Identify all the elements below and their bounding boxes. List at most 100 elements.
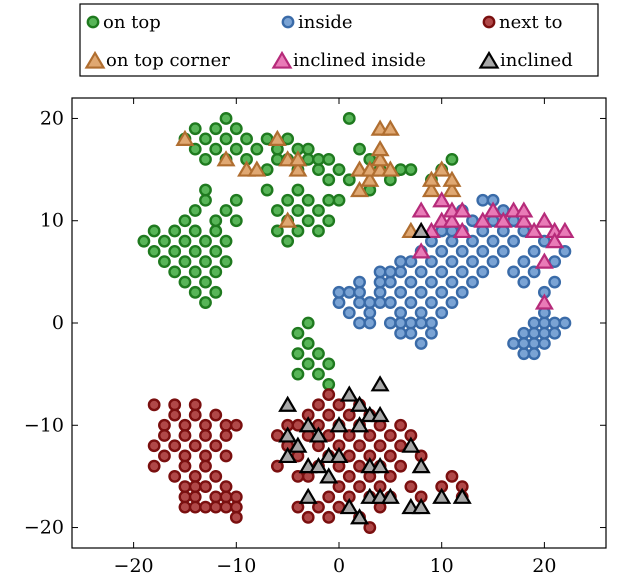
data-point-inclined-inside [432, 191, 452, 208]
legend-marker [281, 15, 295, 29]
data-point-inside [425, 326, 438, 340]
data-point-next-to [147, 398, 161, 412]
data-point-on-top [240, 132, 253, 146]
data-point-inclined [319, 467, 339, 484]
data-point-inclined [380, 487, 400, 504]
data-point-inclined-inside [534, 293, 554, 310]
data-point-next-to [178, 429, 192, 442]
data-point-on-top [168, 224, 182, 238]
data-point-inclined-inside [473, 211, 493, 228]
data-point-inside [466, 234, 479, 248]
data-point-inside [373, 285, 387, 299]
data-point-next-to [394, 459, 408, 473]
data-point-inside [363, 296, 377, 309]
data-point-next-to [168, 439, 182, 453]
data-point-next-to [291, 500, 305, 514]
data-point-next-to [209, 408, 223, 422]
data-point-next-to [168, 408, 182, 422]
data-point-on-top-corner [360, 170, 380, 187]
data-point-inside [394, 316, 408, 330]
data-point-inside [404, 316, 418, 330]
data-point-inclined [370, 457, 390, 474]
data-point-on-top [342, 173, 356, 187]
data-point-on-top [322, 357, 336, 371]
data-point-inside [394, 285, 408, 299]
data-point-inclined [278, 426, 298, 443]
data-point-inclined [329, 416, 349, 433]
data-point-next-to [188, 490, 202, 504]
data-point-on-top [188, 122, 202, 136]
x-tick-label: 20 [532, 555, 556, 577]
data-point-next-to [322, 388, 336, 401]
legend-item-on-top: on top [86, 12, 161, 33]
data-point-on-top [291, 326, 305, 340]
data-point-on-top [281, 193, 295, 207]
data-point-next-to [219, 418, 233, 432]
data-point-inside [425, 255, 438, 269]
data-point-inside [548, 326, 562, 340]
legend-marker [482, 15, 496, 29]
data-point-inside [445, 275, 459, 289]
data-point-next-to [158, 418, 171, 432]
data-point-next-to [312, 398, 325, 412]
data-point-on-top [332, 163, 346, 176]
data-point-inclined [298, 487, 318, 504]
data-point-next-to [219, 449, 233, 463]
data-point-next-to [322, 490, 336, 504]
data-point-inside [486, 234, 500, 248]
data-point-on-top [147, 224, 161, 238]
data-point-on-top [168, 245, 182, 258]
data-point-inside [332, 296, 346, 309]
data-point-on-top [199, 152, 212, 166]
data-point-inclined-inside [411, 242, 431, 259]
data-point-next-to [199, 449, 212, 463]
data-point-next-to [188, 398, 202, 412]
data-point-next-to [219, 490, 233, 504]
data-point-inside [466, 275, 479, 289]
data-point-inside [486, 255, 500, 269]
data-point-next-to [209, 490, 223, 504]
data-point-on-top [353, 142, 366, 156]
data-point-inside [455, 285, 469, 299]
data-point-next-to [168, 398, 182, 412]
data-point-on-top [219, 204, 233, 217]
data-point-on-top [322, 173, 336, 187]
data-point-on-top [332, 193, 346, 207]
data-point-inclined [452, 487, 472, 504]
data-point-inside [373, 296, 387, 309]
data-point-inside [383, 275, 397, 289]
legend-item-inclined: inclined [478, 50, 573, 71]
data-point-inside [414, 306, 428, 320]
data-point-on-top [291, 204, 305, 217]
data-point-on-top [158, 234, 171, 248]
data-point-inside [373, 265, 387, 279]
data-point-on-top [312, 163, 325, 176]
data-point-inclined [350, 416, 370, 433]
data-point-next-to [199, 418, 212, 432]
data-point-inclined-inside [411, 201, 431, 218]
series-next-to [147, 388, 469, 534]
data-point-on-top [188, 265, 202, 279]
data-point-on-top [270, 204, 284, 217]
data-point-on-top [301, 357, 315, 371]
legend-label: inclined inside [293, 50, 426, 71]
data-point-on-top [199, 255, 212, 269]
data-point-on-top [229, 142, 243, 156]
data-point-on-top [260, 183, 274, 197]
data-point-inside [517, 255, 531, 269]
data-point-on-top [312, 347, 325, 361]
series-on-top-corner [175, 119, 462, 239]
data-point-inside [425, 316, 438, 330]
data-point-inclined-inside [514, 201, 534, 218]
data-point-on-top [229, 193, 243, 207]
y-tick-label: 20 [40, 107, 64, 129]
data-point-on-top [188, 142, 202, 156]
data-point-inside [558, 316, 572, 330]
data-point-inclined [278, 395, 298, 412]
data-point-inside [404, 326, 418, 340]
data-point-on-top-corner [421, 180, 441, 198]
data-point-inclined-inside [452, 201, 472, 218]
data-point-inside [414, 316, 428, 330]
data-point-on-top [301, 193, 315, 207]
data-point-inside [517, 347, 531, 361]
